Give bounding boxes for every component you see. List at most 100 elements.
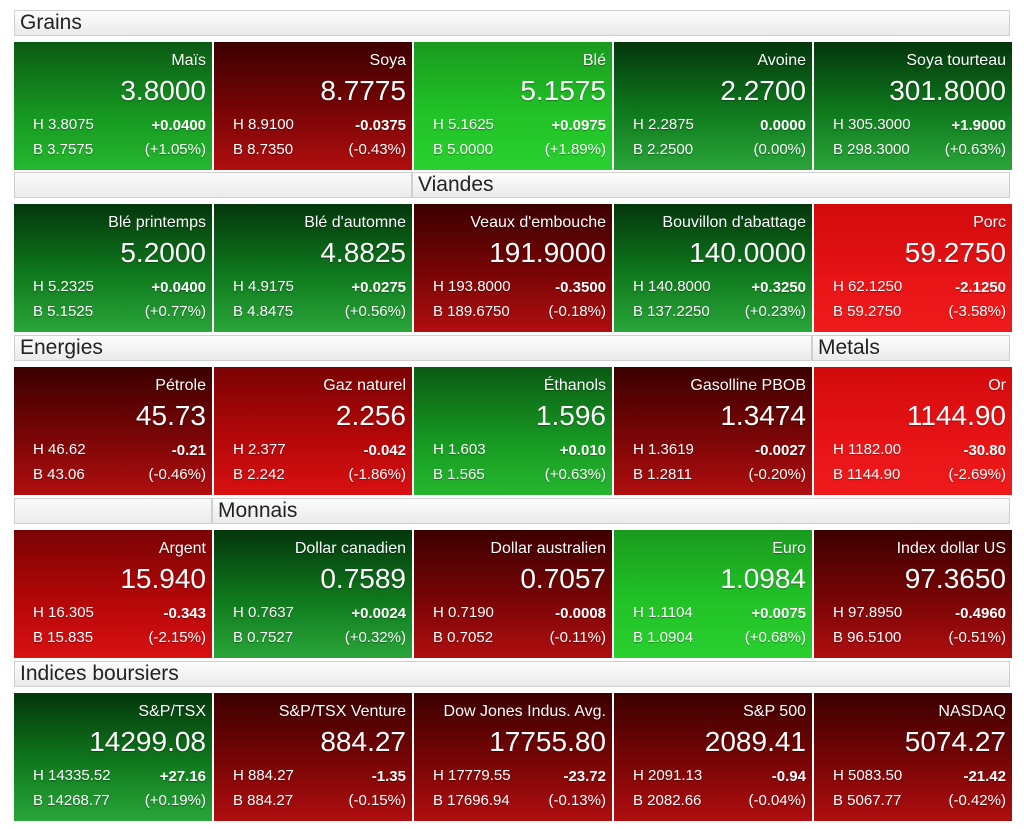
quote-low: B 17696.94 bbox=[433, 792, 510, 809]
quote-tile[interactable]: NASDAQ 5074.27 H 5083.50 B 5067.77 -21.4… bbox=[814, 693, 1012, 821]
quote-tile[interactable]: Veaux d'embouche 191.9000 H 193.8000 B 1… bbox=[414, 204, 612, 332]
quote-change: -0.042 bbox=[363, 442, 406, 459]
quote-price: 191.9000 bbox=[489, 237, 606, 268]
quote-change: +0.010 bbox=[559, 442, 606, 459]
quote-change: +0.3250 bbox=[751, 279, 806, 296]
quote-name: Soya bbox=[369, 52, 406, 69]
quote-tile[interactable]: S&P 500 2089.41 H 2091.13 B 2082.66 -0.9… bbox=[614, 693, 812, 821]
quote-price: 5.1575 bbox=[520, 75, 606, 106]
quote-tile[interactable]: Gasolline PBOB 1.3474 H 1.3619 B 1.2811 … bbox=[614, 367, 812, 495]
quote-name: Soya tourteau bbox=[906, 52, 1006, 69]
quote-price: 14299.08 bbox=[89, 726, 206, 757]
quote-price: 301.8000 bbox=[889, 75, 1006, 106]
quote-name: Gaz naturel bbox=[323, 377, 406, 394]
quote-change: -30.80 bbox=[963, 442, 1006, 459]
quote-change: -1.35 bbox=[371, 768, 406, 785]
quote-price: 1.0984 bbox=[720, 563, 806, 594]
quote-price: 5074.27 bbox=[904, 726, 1006, 757]
quote-low: B 1.2811 bbox=[633, 466, 692, 483]
quote-price: 45.73 bbox=[135, 400, 206, 431]
quote-low: B 137.2250 bbox=[633, 303, 710, 320]
quote-low: B 2.2500 bbox=[633, 141, 694, 158]
quote-price: 2.2700 bbox=[720, 75, 806, 106]
quote-change: +0.0275 bbox=[351, 279, 406, 296]
quote-tile[interactable]: S&P/TSX Venture 884.27 H 884.27 B 884.27… bbox=[214, 693, 412, 821]
quote-low: B 96.5100 bbox=[833, 629, 902, 646]
quote-percent: (-0.11%) bbox=[549, 629, 606, 646]
quote-high: H 14335.52 bbox=[33, 767, 111, 784]
quote-tile[interactable]: Dollar canadien 0.7589 H 0.7637 B 0.7527… bbox=[214, 530, 412, 658]
quote-change: -0.0375 bbox=[355, 117, 406, 134]
quote-percent: (-0.20%) bbox=[748, 466, 806, 483]
quote-tile[interactable]: Blé d'automne 4.8825 H 4.9175 B 4.8475 +… bbox=[214, 204, 412, 332]
quote-name: Blé printemps bbox=[108, 214, 206, 231]
quote-tile[interactable]: Porc 59.2750 H 62.1250 B 59.2750 -2.1250… bbox=[814, 204, 1012, 332]
quote-percent: (-3.58%) bbox=[948, 303, 1006, 320]
quote-name: Argent bbox=[158, 540, 206, 557]
quote-low: B 298.3000 bbox=[833, 141, 910, 158]
quote-tile[interactable]: Euro 1.0984 H 1.1104 B 1.0904 +0.0075 (+… bbox=[614, 530, 812, 658]
quote-percent: (+0.56%) bbox=[344, 303, 406, 320]
quote-high: H 1.603 bbox=[433, 441, 486, 458]
quote-percent: (-1.86%) bbox=[348, 466, 406, 483]
quote-name: Gasolline PBOB bbox=[690, 377, 806, 394]
quote-high: H 2.377 bbox=[233, 441, 286, 458]
quote-low: B 884.27 bbox=[233, 792, 294, 809]
quote-name: S&P/TSX bbox=[138, 703, 206, 720]
quote-percent: (-2.15%) bbox=[148, 629, 206, 646]
quote-tile[interactable]: Blé printemps 5.2000 H 5.2325 B 5.1525 +… bbox=[14, 204, 212, 332]
quote-high: H 4.9175 bbox=[233, 278, 294, 295]
quote-high: H 2091.13 bbox=[633, 767, 703, 784]
quote-change: -0.0008 bbox=[555, 605, 606, 622]
quote-low: B 5067.77 bbox=[833, 792, 902, 809]
quote-price: 140.0000 bbox=[689, 237, 806, 268]
quote-high: H 5.1625 bbox=[433, 116, 494, 133]
quote-price: 1.3474 bbox=[720, 400, 806, 431]
quote-change: -0.94 bbox=[771, 768, 806, 785]
quote-tile[interactable]: Gaz naturel 2.256 H 2.377 B 2.242 -0.042… bbox=[214, 367, 412, 495]
quote-high: H 62.1250 bbox=[833, 278, 903, 295]
quote-low: B 4.8475 bbox=[233, 303, 294, 320]
quote-tile[interactable]: Pétrole 45.73 H 46.62 B 43.06 -0.21 (-0.… bbox=[14, 367, 212, 495]
quote-tile[interactable]: Blé 5.1575 H 5.1625 B 5.0000 +0.0975 (+1… bbox=[414, 42, 612, 170]
quote-tile[interactable]: Argent 15.940 H 16.305 B 15.835 -0.343 (… bbox=[14, 530, 212, 658]
quote-change: +0.0975 bbox=[551, 117, 606, 134]
quote-high: H 2.2875 bbox=[633, 116, 694, 133]
quote-tile[interactable]: Soya tourteau 301.8000 H 305.3000 B 298.… bbox=[814, 42, 1012, 170]
quote-percent: (-0.15%) bbox=[348, 792, 406, 809]
quote-tile[interactable]: Bouvillon d'abattage 140.0000 H 140.8000… bbox=[614, 204, 812, 332]
quote-high: H 1.3619 bbox=[633, 441, 694, 458]
quote-high: H 140.8000 bbox=[633, 278, 711, 295]
quote-high: H 305.3000 bbox=[833, 116, 911, 133]
quote-tile[interactable]: Dow Jones Indus. Avg. 17755.80 H 17779.5… bbox=[414, 693, 612, 821]
quote-tile[interactable]: Avoine 2.2700 H 2.2875 B 2.2500 0.0000 (… bbox=[614, 42, 812, 170]
quote-price: 0.7057 bbox=[520, 563, 606, 594]
quote-low: B 5.0000 bbox=[433, 141, 494, 158]
quote-name: Or bbox=[988, 377, 1006, 394]
quote-high: H 5.2325 bbox=[33, 278, 94, 295]
quote-price: 4.8825 bbox=[320, 237, 406, 268]
quote-name: Dollar australien bbox=[490, 540, 606, 557]
quote-percent: (+0.63%) bbox=[544, 466, 606, 483]
quote-tile[interactable]: Soya 8.7775 H 8.9100 B 8.7350 -0.0375 (-… bbox=[214, 42, 412, 170]
quote-tile[interactable]: S&P/TSX 14299.08 H 14335.52 B 14268.77 +… bbox=[14, 693, 212, 821]
quote-low: B 15.835 bbox=[33, 629, 94, 646]
quote-low: B 3.7575 bbox=[33, 141, 94, 158]
quote-high: H 193.8000 bbox=[433, 278, 511, 295]
quote-tile[interactable]: Dollar australien 0.7057 H 0.7190 B 0.70… bbox=[414, 530, 612, 658]
quote-change: +0.0075 bbox=[751, 605, 806, 622]
quote-name: Index dollar US bbox=[896, 540, 1006, 557]
quote-price: 3.8000 bbox=[120, 75, 206, 106]
quote-tile[interactable]: Maïs 3.8000 H 3.8075 B 3.7575 +0.0400 (+… bbox=[14, 42, 212, 170]
quote-price: 2.256 bbox=[335, 400, 406, 431]
quote-low: B 0.7052 bbox=[433, 629, 494, 646]
section-header-indices: Indices boursiers bbox=[14, 661, 1010, 687]
quote-tile[interactable]: Éthanols 1.596 H 1.603 B 1.565 +0.010 (+… bbox=[414, 367, 612, 495]
quote-tile[interactable]: Or 1144.90 H 1182.00 B 1144.90 -30.80 (-… bbox=[814, 367, 1012, 495]
quote-price: 0.7589 bbox=[320, 563, 406, 594]
quote-tile[interactable]: Index dollar US 97.3650 H 97.8950 B 96.5… bbox=[814, 530, 1012, 658]
quote-high: H 16.305 bbox=[33, 604, 94, 621]
quote-change: -2.1250 bbox=[955, 279, 1006, 296]
quote-name: Avoine bbox=[757, 52, 806, 69]
quote-change: +1.9000 bbox=[951, 117, 1006, 134]
